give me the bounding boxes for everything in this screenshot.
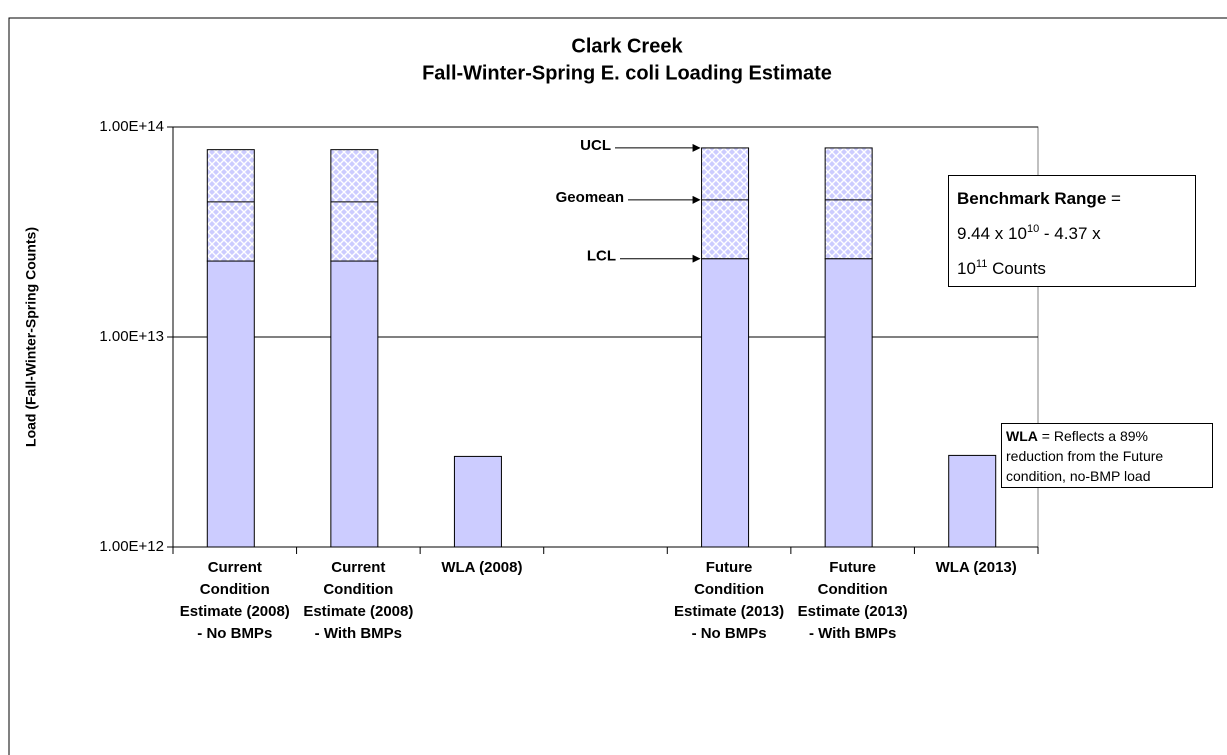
x-tick-label: Future Condition Estimate (2013) - With … [797,559,908,642]
annotation-label: Geomean [556,189,624,206]
bar-ucl [824,147,873,260]
wla-line: condition, no-BMP load [1006,466,1208,486]
y-tick-label: 1.00E+13 [99,328,164,345]
annotation-label: LCL [587,248,616,265]
x-tick-label: WLA (2013) [935,559,1017,576]
wla-line: WLA = Reflects a 89% [1006,426,1208,446]
benchmark-line: 9.44 x 1010 - 4.37 x [957,214,1187,249]
x-tick-label: WLA (2008) [441,559,523,576]
bar-lcl [206,260,255,548]
benchmark-text: = [1106,189,1121,208]
wla-bold: WLA [1006,428,1038,444]
chart-title: Clark Creek [571,35,683,57]
benchmark-line: Benchmark Range = [957,184,1187,214]
x-tick-label: Future Condition Estimate (2013) - No BM… [674,559,785,642]
bar-lcl [330,260,379,548]
benchmark-text: Counts [987,259,1046,278]
benchmark-exponent: 11 [975,258,988,270]
bar-wla [453,455,502,548]
y-axis-label: Load (Fall-Winter-Spring Counts) [23,227,39,447]
wla-box: WLA = Reflects a 89% reduction from the F… [1001,423,1213,488]
bar-lcl [701,258,750,548]
benchmark-text: 10 [957,259,976,278]
wla-text: reduction from the Future [1006,448,1164,464]
x-tick-label: Current Condition Estimate (2008) - No B… [179,559,290,642]
benchmark-text: 9.44 x 10 [957,224,1027,243]
wla-text: = Reflects a 89% [1037,428,1149,444]
bar-wla [948,454,997,548]
bar-ucl [330,149,379,262]
benchmark-line: 1011 Counts [957,249,1187,284]
bar-lcl [824,258,873,548]
bar-ucl [701,147,750,260]
benchmark-box: Benchmark Range = 9.44 x 1010 - 4.37 x 101… [948,175,1196,287]
annotation-label: UCL [580,137,611,154]
y-tick-label: 1.00E+12 [99,538,164,555]
wla-text: condition, no-BMP load [1006,468,1151,484]
benchmark-bold: Benchmark Range [957,189,1107,208]
y-tick-label: 1.00E+14 [99,118,164,135]
x-tick-label: Current Condition Estimate (2008) - With… [303,559,414,642]
benchmark-text: - 4.37 x [1039,224,1101,243]
benchmark-exponent: 10 [1026,223,1040,235]
chart-subtitle: Fall-Winter-Spring E. coli Loading Estim… [422,62,832,84]
wla-line: reduction from the Future [1006,446,1208,466]
bar-ucl [206,149,255,262]
